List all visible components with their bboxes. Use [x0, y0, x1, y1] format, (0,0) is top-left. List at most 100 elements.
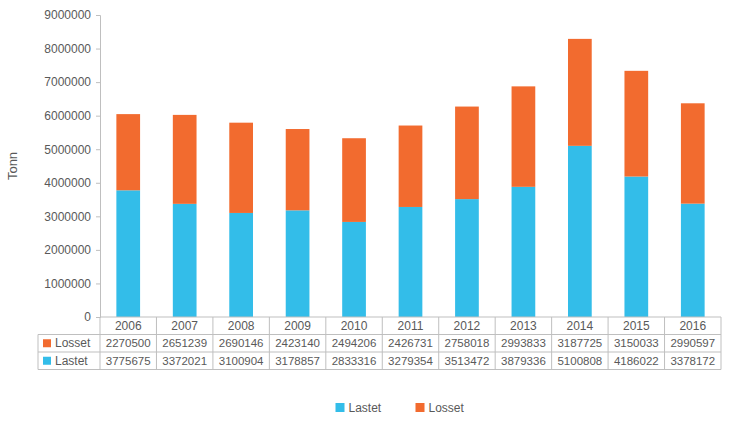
bar — [624, 71, 648, 177]
y-tick: 4000000 — [44, 176, 100, 190]
bar — [681, 204, 705, 317]
y-tick-mark — [96, 216, 100, 217]
table-swatch — [43, 339, 51, 347]
y-tick: 7000000 — [44, 75, 100, 89]
table-value: 4186022 — [614, 355, 659, 367]
y-tick: 6000000 — [44, 109, 100, 123]
table-value: 2758018 — [445, 337, 490, 349]
table-value: 2990597 — [670, 337, 715, 349]
y-tick: 2000000 — [44, 243, 100, 257]
legend-swatch — [336, 403, 345, 412]
bar — [455, 199, 479, 317]
bar — [399, 207, 423, 317]
y-tick-label: 9000000 — [44, 8, 91, 22]
bar — [342, 138, 366, 222]
legend-item: Losset — [416, 401, 465, 415]
table-line — [382, 317, 383, 370]
legend-label: Lastet — [349, 401, 382, 415]
table-value: 2651239 — [162, 337, 207, 349]
y-tick: 0 — [84, 310, 100, 324]
y-tick-mark — [96, 15, 100, 16]
bar — [342, 222, 366, 317]
table-line — [438, 317, 439, 370]
table-value: 2426731 — [388, 337, 433, 349]
y-tick-mark — [96, 116, 100, 117]
x-tick-label: 2010 — [341, 319, 368, 333]
legend-item: Lastet — [336, 401, 382, 415]
table-line — [38, 334, 721, 335]
table-swatch — [43, 357, 51, 365]
y-tick-mark — [96, 283, 100, 284]
table-value: 3187725 — [557, 337, 602, 349]
table-line — [495, 317, 496, 370]
y-tick: 8000000 — [44, 42, 100, 56]
table-row-label: Lastet — [55, 354, 88, 368]
table-line — [212, 317, 213, 370]
bar — [116, 114, 140, 190]
y-tick-mark — [96, 250, 100, 251]
y-tick: 9000000 — [44, 8, 100, 22]
table-value: 3279354 — [388, 355, 433, 367]
x-tick-label: 2016 — [679, 319, 706, 333]
y-tick: 1000000 — [44, 277, 100, 291]
y-tick-mark — [96, 49, 100, 50]
x-tick-label: 2014 — [567, 319, 594, 333]
table-line — [721, 317, 722, 370]
table-value: 3178857 — [275, 355, 320, 367]
bar — [399, 126, 423, 207]
table-line — [38, 352, 721, 353]
bar — [624, 177, 648, 317]
table-line — [156, 317, 157, 370]
table-value: 2270500 — [106, 337, 151, 349]
series-bars — [116, 39, 704, 222]
y-tick-mark — [96, 317, 100, 318]
table-value: 3879336 — [501, 355, 546, 367]
table-line — [608, 317, 609, 370]
bar — [512, 86, 536, 186]
bar — [568, 146, 592, 317]
table-line — [551, 317, 552, 370]
x-tick-label: 2013 — [510, 319, 537, 333]
legend-label: Losset — [429, 401, 465, 415]
bar — [116, 190, 140, 317]
y-axis-line — [96, 16, 101, 318]
table-line — [269, 317, 270, 370]
table-value: 2833316 — [332, 355, 377, 367]
y-tick-label: 6000000 — [44, 109, 91, 123]
y-tick-label: 5000000 — [44, 143, 91, 157]
table-line — [38, 335, 39, 370]
bar — [568, 39, 592, 146]
bar — [229, 123, 253, 213]
x-tick-label: 2009 — [284, 319, 311, 333]
table-value: 2423140 — [275, 337, 320, 349]
table-row-label: Losset — [55, 336, 91, 350]
table-value: 3513472 — [445, 355, 490, 367]
x-tick-label: 2006 — [115, 319, 142, 333]
y-tick-label: 2000000 — [44, 243, 91, 257]
table-value: 3378172 — [670, 355, 715, 367]
table-value: 3100904 — [219, 355, 264, 367]
x-tick-label: 2008 — [228, 319, 255, 333]
bar — [286, 210, 310, 317]
x-tick-label: 2011 — [398, 319, 424, 333]
y-tick: 5000000 — [44, 143, 100, 157]
table-value: 5100808 — [557, 355, 602, 367]
table-value: 2993833 — [501, 337, 546, 349]
table-value: 3372021 — [162, 355, 207, 367]
y-tick-label: 7000000 — [44, 75, 91, 89]
table-line — [664, 317, 665, 370]
y-tick: 3000000 — [44, 210, 100, 224]
x-tick-label: 2007 — [171, 319, 198, 333]
bar — [286, 129, 310, 210]
bar — [229, 213, 253, 317]
bar — [455, 107, 479, 200]
y-axis: 0 1000000 2000000 3000000 4000000 5000000 6000… — [44, 8, 100, 324]
y-tick-mark — [96, 82, 100, 83]
chart: 0 1000000 2000000 3000000 4000000 5000000 6000… — [0, 0, 729, 422]
y-tick-label: 3000000 — [44, 210, 91, 224]
table-line — [38, 369, 721, 370]
y-axis-title: Tonn — [5, 152, 20, 180]
table-line — [100, 317, 101, 370]
y-tick-label: 4000000 — [44, 176, 91, 190]
bar — [173, 115, 197, 204]
